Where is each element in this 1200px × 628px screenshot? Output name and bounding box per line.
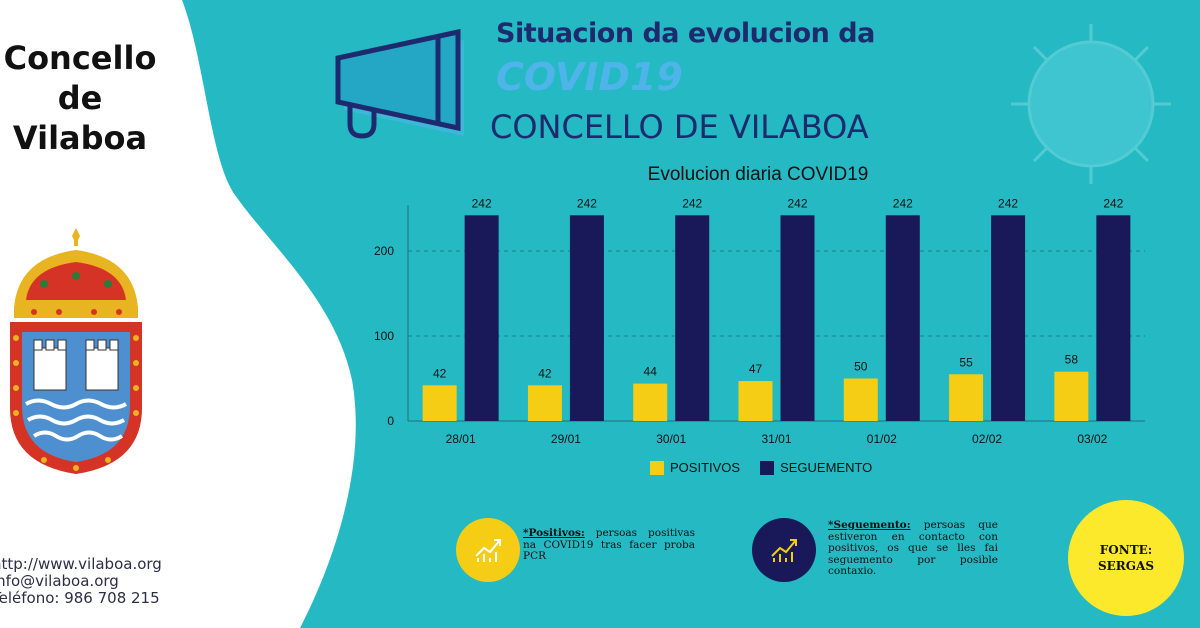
data-label: 242 [1103, 196, 1123, 210]
legend-swatch-positivos [650, 460, 664, 475]
data-label: 242 [472, 196, 492, 210]
bar-seguemento [885, 215, 920, 421]
legend-label-positivos: POSITIVOS [670, 460, 741, 475]
bar-seguemento [569, 215, 604, 421]
org-name-line1: Concello [3, 39, 157, 77]
chart-title: Evolucion diaria COVID19 [648, 164, 869, 185]
seguemento-note-text: persoas que estiveron en contacto con po… [828, 519, 998, 577]
x-tick-label: 31/01 [761, 432, 791, 446]
data-label: 42 [538, 366, 552, 380]
data-label: 242 [998, 196, 1018, 210]
positivos-note-text: persoas positivas na COVID19 tras facer … [523, 527, 695, 562]
data-label: 55 [959, 355, 973, 369]
data-label: 44 [644, 365, 658, 379]
y-tick-label: 200 [374, 244, 394, 258]
heading-line1: Situacion da evolucion da [496, 18, 875, 49]
x-tick-label: 28/01 [446, 432, 476, 446]
heading-line3: CONCELLO DE VILABOA [490, 108, 869, 146]
bar-seguemento [675, 215, 710, 421]
page-heading: Situacion da evolucion da COVID19 [496, 18, 875, 99]
bar-seguemento [780, 215, 815, 421]
website-link[interactable]: http://www.vilaboa.org [0, 555, 162, 573]
bar-positivos [527, 385, 562, 421]
data-label: 58 [1065, 353, 1079, 367]
bar-seguemento [991, 215, 1026, 421]
contact-info: http://www.vilaboa.org info@vilaboa.org … [0, 556, 162, 607]
chart-up-icon [475, 539, 501, 562]
bar-positivos [422, 385, 457, 421]
positivos-note: *Positivos: persoas positivas na COVID19… [523, 527, 695, 563]
virus-icon [1011, 24, 1171, 184]
data-label: 42 [433, 366, 447, 380]
legend-swatch-seguemento [760, 460, 775, 475]
bar-positivos [843, 378, 878, 421]
y-tick-label: 100 [374, 329, 394, 343]
heading-line2: COVID19 [496, 55, 683, 99]
x-tick-label: 29/01 [551, 432, 581, 446]
data-label: 242 [577, 196, 597, 210]
data-label: 242 [787, 196, 807, 210]
bar-positivos [1054, 371, 1089, 421]
x-tick-label: 03/02 [1077, 432, 1107, 446]
bar-positivos [738, 381, 773, 421]
seguemento-note-label: *Seguemento: [828, 519, 911, 531]
bar-positivos [949, 374, 984, 421]
phone-text: Teléfono: 986 708 215 [0, 589, 160, 607]
seguemento-note: *Seguemento: persoas que estiveron en co… [828, 519, 998, 578]
crest-icon [10, 228, 142, 474]
org-name: Concello de Vilaboa [0, 38, 190, 158]
source-name: SERGAS [1097, 559, 1154, 573]
chart-up-icon [771, 539, 797, 562]
y-tick-label: 0 [387, 414, 394, 428]
source-badge: FONTE: SERGAS [1068, 500, 1184, 616]
positivos-note-icon [456, 518, 520, 582]
org-name-line3: Vilaboa [12, 119, 148, 157]
bar-positivos [633, 383, 668, 421]
positivos-note-label: *Positivos: [523, 527, 585, 539]
org-name-line2: de [57, 79, 103, 117]
legend-label-seguemento: SEGUEMENTO [780, 460, 873, 475]
data-label: 50 [854, 360, 868, 374]
data-label: 242 [893, 196, 913, 210]
source-label: FONTE: [1099, 543, 1153, 557]
chart-legend: POSITIVOS SEGUEMENTO [650, 460, 892, 475]
bar-seguemento [1096, 215, 1131, 421]
x-tick-label: 02/02 [972, 432, 1002, 446]
megaphone-icon [335, 28, 464, 139]
seguemento-note-icon [752, 518, 816, 582]
x-tick-label: 01/02 [867, 432, 897, 446]
data-label: 242 [682, 196, 702, 210]
data-label: 47 [749, 362, 763, 376]
x-tick-label: 30/01 [656, 432, 686, 446]
bar-seguemento [464, 215, 499, 421]
email-link[interactable]: info@vilaboa.org [0, 572, 119, 590]
